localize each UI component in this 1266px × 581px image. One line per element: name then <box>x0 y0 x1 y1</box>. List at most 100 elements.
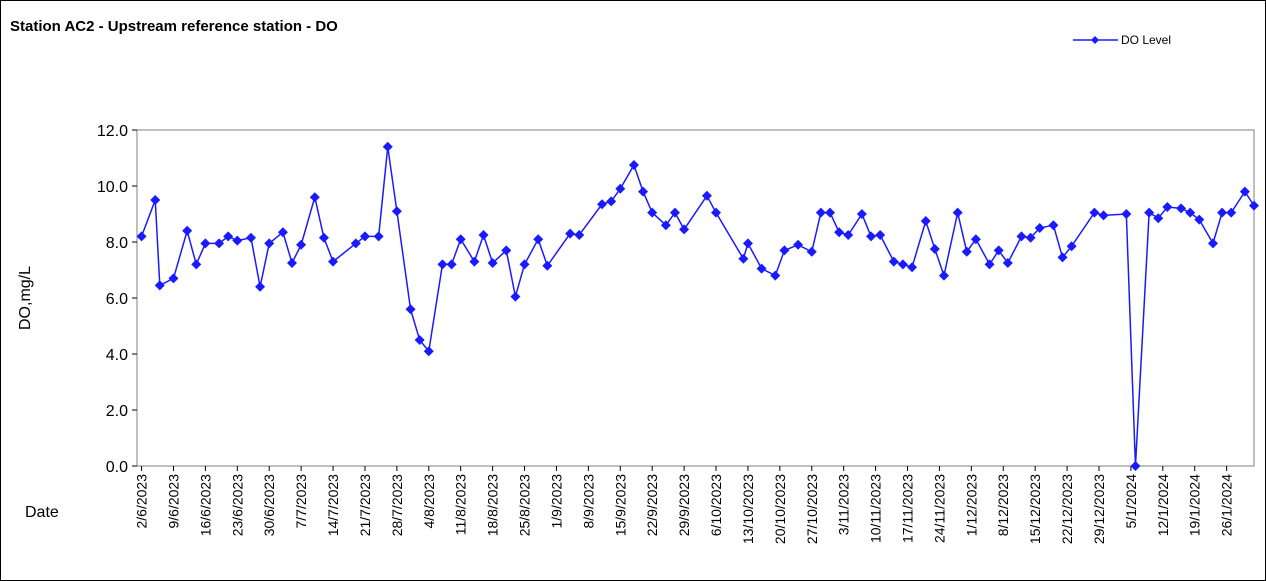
x-tick-label: 5/1/2024 <box>1123 474 1139 529</box>
data-point <box>970 234 981 245</box>
data-point <box>929 244 940 254</box>
data-point <box>742 238 753 249</box>
data-point <box>296 239 307 250</box>
data-point <box>647 207 658 218</box>
data-point <box>615 183 626 194</box>
x-tick-label: 1/12/2023 <box>963 474 979 536</box>
data-point <box>150 195 161 205</box>
data-point <box>669 207 680 218</box>
y-tick-label: 8.0 <box>106 235 128 252</box>
data-point <box>574 230 585 240</box>
x-tick-label: 26/1/2024 <box>1219 474 1235 536</box>
data-point <box>373 231 384 242</box>
legend-marker <box>1091 36 1099 44</box>
data-point <box>437 259 448 270</box>
x-tick-label: 19/1/2024 <box>1187 474 1203 536</box>
data-point <box>1226 207 1237 218</box>
data-point <box>1239 186 1250 197</box>
data-point <box>533 234 544 245</box>
data-point <box>182 225 193 236</box>
data-point <box>405 304 416 315</box>
data-point <box>952 207 963 218</box>
x-tick-label: 22/12/2023 <box>1059 474 1075 544</box>
data-point <box>382 141 393 152</box>
data-point <box>1249 200 1259 211</box>
x-tick-label: 3/11/2023 <box>836 474 852 535</box>
data-point <box>200 238 211 249</box>
data-point <box>287 258 298 268</box>
y-tick-label: 4.0 <box>106 347 128 364</box>
data-point <box>168 273 179 284</box>
y-tick-label: 2.0 <box>106 403 128 420</box>
x-tick-label: 29/9/2023 <box>676 474 692 536</box>
data-point <box>478 230 489 240</box>
x-tick-label: 15/12/2023 <box>1027 474 1043 544</box>
y-tick-label: 6.0 <box>106 291 128 308</box>
data-point <box>897 259 908 270</box>
x-tick-label: 21/7/2023 <box>357 474 373 536</box>
data-point <box>542 260 553 271</box>
data-point <box>907 262 918 273</box>
data-point <box>214 238 225 249</box>
data-point <box>469 256 480 267</box>
data-point <box>487 258 498 268</box>
data-point <box>359 231 370 242</box>
data-point <box>856 209 867 219</box>
x-tick-label: 4/8/2023 <box>421 474 437 529</box>
data-point <box>770 270 781 281</box>
data-point <box>738 253 749 264</box>
x-tick-label: 27/10/2023 <box>804 474 820 544</box>
data-point <box>1194 214 1205 225</box>
data-point <box>866 231 877 242</box>
data-line <box>140 146 1255 467</box>
x-tick-label: 9/6/2023 <box>165 474 181 529</box>
data-point <box>191 259 202 270</box>
data-point <box>993 245 1004 256</box>
data-point <box>597 199 608 210</box>
data-point <box>806 246 817 257</box>
data-point <box>309 192 320 203</box>
data-point <box>1153 213 1164 224</box>
data-point <box>938 270 949 281</box>
data-point <box>414 335 425 345</box>
data-point <box>223 231 234 242</box>
data-point <box>565 228 576 239</box>
data-point <box>888 256 899 267</box>
data-point <box>255 281 266 292</box>
data-point <box>1002 258 1013 268</box>
data-point <box>232 235 243 246</box>
data-point <box>1098 210 1109 221</box>
data-point <box>920 216 931 226</box>
data-point <box>824 207 835 218</box>
x-tick-label: 8/9/2023 <box>580 474 596 529</box>
x-tick-label: 18/8/2023 <box>485 474 501 536</box>
x-tick-label: 22/9/2023 <box>644 474 660 536</box>
y-tick-label: 10.0 <box>97 179 128 196</box>
x-tick-label: 15/9/2023 <box>612 474 628 536</box>
x-tick-label: 16/6/2023 <box>197 474 213 536</box>
x-tick-label: 29/12/2023 <box>1091 474 1107 544</box>
x-axis-label: Date <box>25 504 59 521</box>
x-tick-label: 28/7/2023 <box>389 474 405 536</box>
data-point <box>423 346 434 357</box>
data-point <box>815 207 826 218</box>
x-tick-label: 11/8/2023 <box>453 474 469 535</box>
x-tick-label: 23/6/2023 <box>229 474 245 536</box>
data-point <box>501 245 512 256</box>
data-point <box>961 246 972 257</box>
data-point <box>1025 232 1036 243</box>
data-point <box>711 207 722 218</box>
x-tick-label: 7/7/2023 <box>293 474 309 529</box>
data-point <box>1048 220 1059 231</box>
x-tick-label: 24/11/2023 <box>931 474 947 543</box>
data-point <box>154 280 165 291</box>
data-point <box>1057 252 1068 263</box>
chart-title: Station AC2 - Upstream reference station… <box>10 18 338 35</box>
x-tick-label: 1/9/2023 <box>548 474 564 529</box>
data-point <box>328 256 339 267</box>
data-point <box>455 234 466 245</box>
data-point <box>1034 223 1045 233</box>
data-point <box>446 259 457 270</box>
data-point <box>1089 207 1100 218</box>
